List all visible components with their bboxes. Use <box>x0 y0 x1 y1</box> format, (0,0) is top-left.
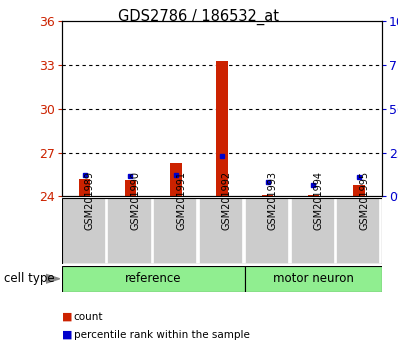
Bar <box>353 185 365 196</box>
Text: GSM201989: GSM201989 <box>84 171 95 230</box>
Text: GSM201990: GSM201990 <box>130 171 140 230</box>
Bar <box>107 198 152 264</box>
Bar <box>62 198 106 264</box>
Text: GSM201991: GSM201991 <box>176 171 186 230</box>
Bar <box>262 195 273 196</box>
Bar <box>336 198 380 264</box>
Bar <box>153 198 197 264</box>
Text: ■: ■ <box>62 312 72 322</box>
Bar <box>62 198 382 264</box>
Text: GSM201993: GSM201993 <box>267 171 278 230</box>
Bar <box>216 61 228 196</box>
Bar <box>291 198 335 264</box>
Bar <box>245 266 382 292</box>
Bar <box>199 198 243 264</box>
Polygon shape <box>46 274 60 283</box>
Text: GSM201992: GSM201992 <box>222 171 232 230</box>
Text: reference: reference <box>125 272 181 285</box>
Bar <box>62 266 245 292</box>
Text: cell type: cell type <box>4 272 55 285</box>
Bar <box>245 198 289 264</box>
Bar <box>308 195 319 196</box>
Text: motor neuron: motor neuron <box>273 272 354 285</box>
Text: percentile rank within the sample: percentile rank within the sample <box>74 330 250 339</box>
Text: GDS2786 / 186532_at: GDS2786 / 186532_at <box>119 9 279 25</box>
Text: GSM201995: GSM201995 <box>359 171 369 230</box>
Bar <box>79 179 90 196</box>
Text: count: count <box>74 312 103 322</box>
Bar <box>170 163 182 196</box>
Text: ■: ■ <box>62 330 72 339</box>
Bar <box>125 181 136 196</box>
Text: GSM201994: GSM201994 <box>313 171 324 230</box>
